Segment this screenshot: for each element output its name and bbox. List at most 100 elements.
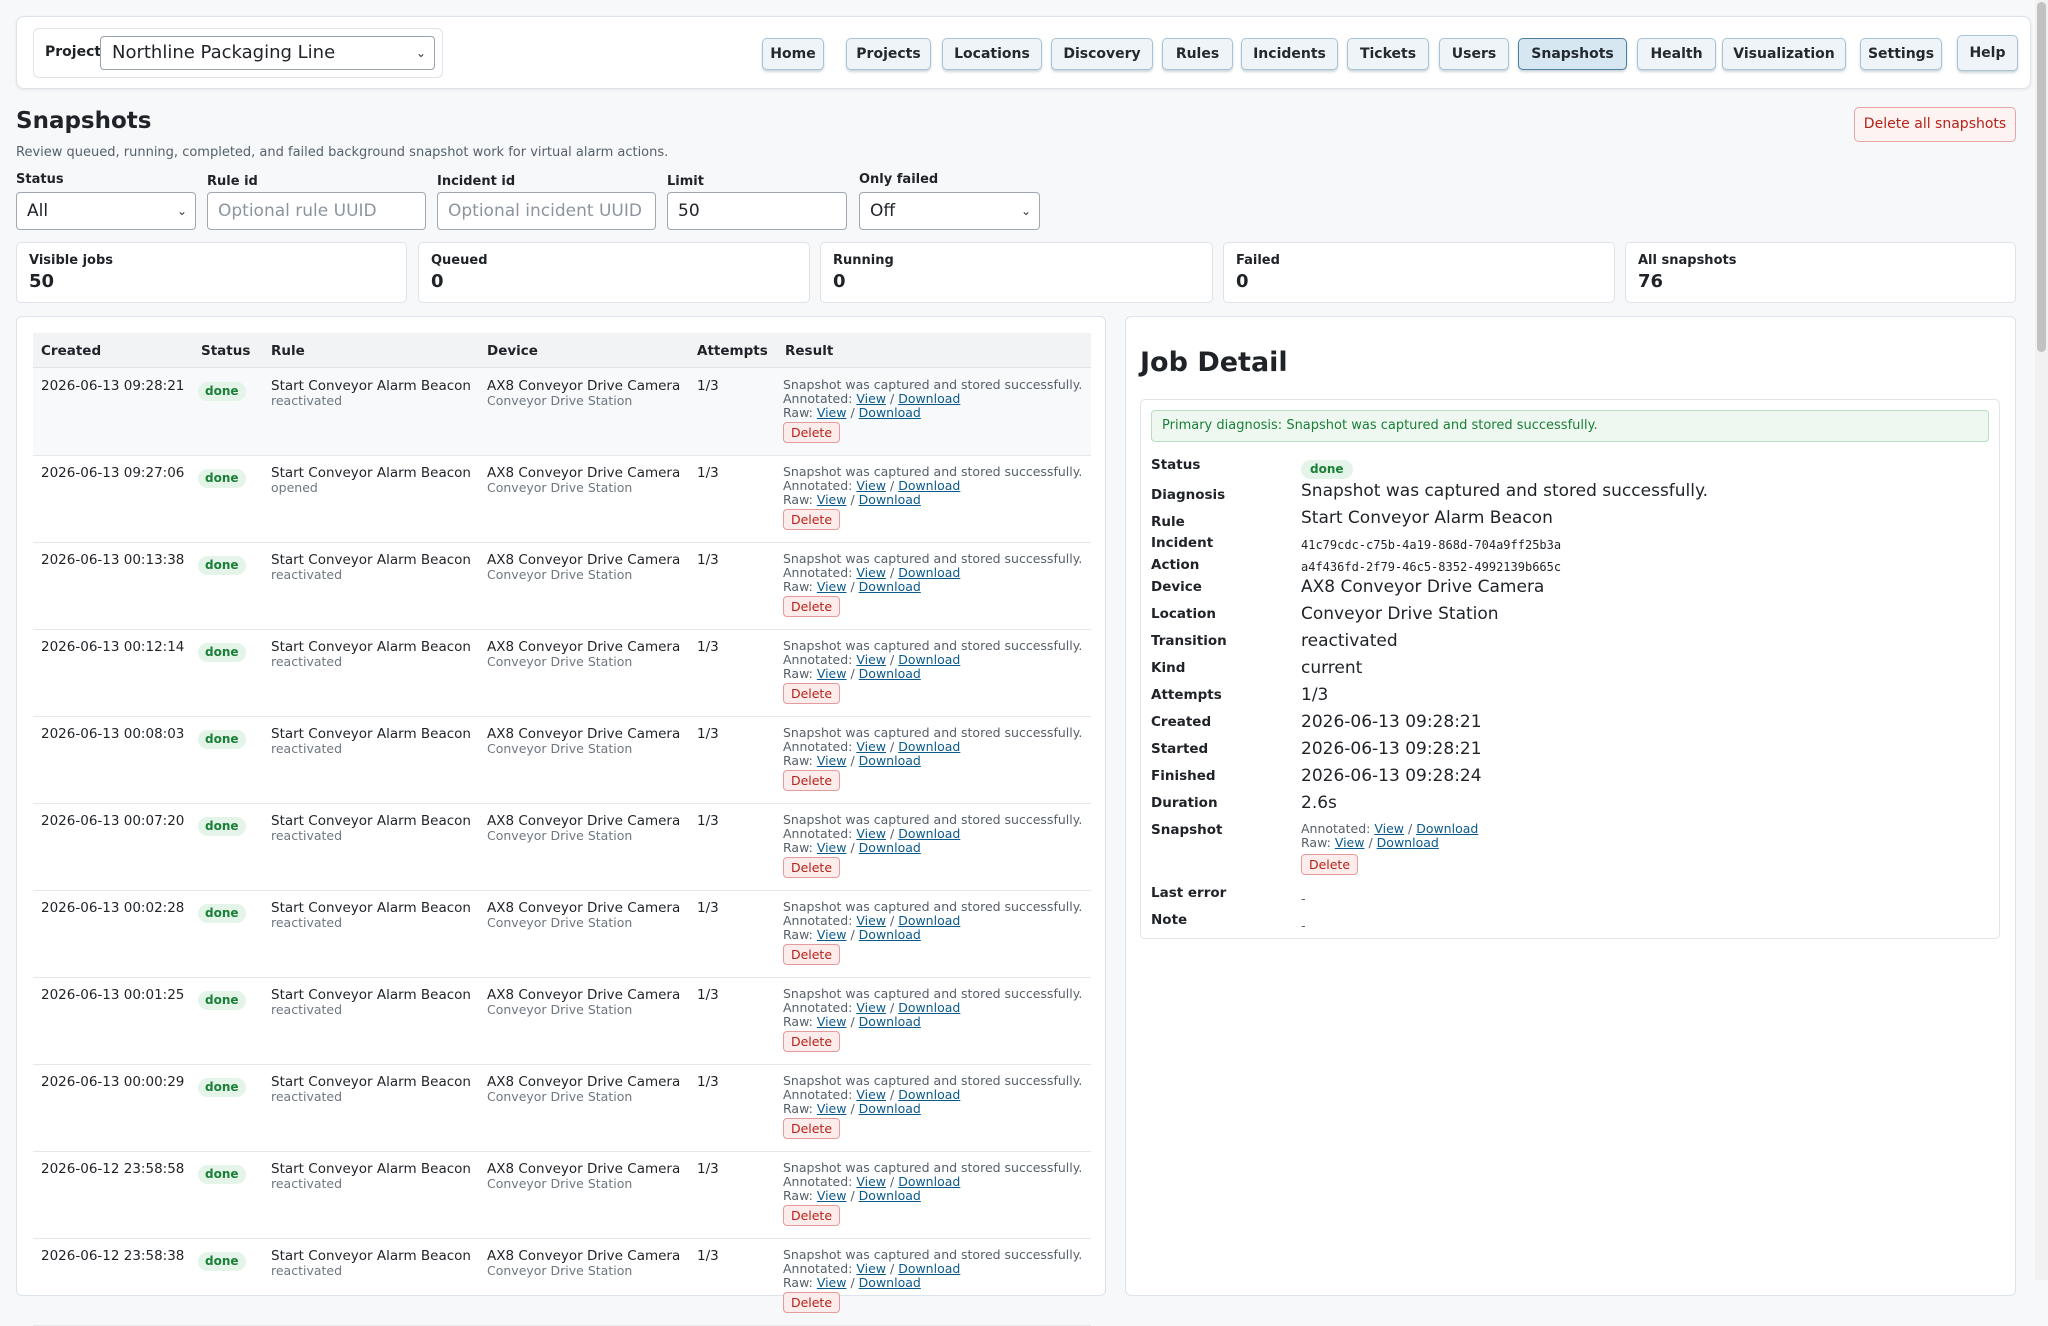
nav-button-incidents[interactable]: Incidents xyxy=(1241,38,1338,70)
table-row[interactable]: 2026-06-13 00:07:20 done Start Conveyor Al… xyxy=(33,803,1091,891)
transition-cell: reactivated xyxy=(271,1002,343,1017)
nav-button-health[interactable]: Health xyxy=(1637,38,1716,70)
delete-button[interactable]: Delete xyxy=(783,944,840,965)
delete-button[interactable]: Delete xyxy=(783,422,840,443)
table-row[interactable]: 2026-06-12 23:58:58 done Start Conveyor Al… xyxy=(33,1151,1091,1239)
raw-download-link[interactable]: Download xyxy=(858,840,921,855)
raw-view-link[interactable]: View xyxy=(816,579,847,594)
raw-view-link[interactable]: View xyxy=(1334,835,1365,850)
nav-button-settings[interactable]: Settings xyxy=(1860,38,1942,70)
delete-button[interactable]: Delete xyxy=(783,1205,840,1226)
status-filter-select[interactable]: All ⌄ xyxy=(16,192,196,230)
delete-button[interactable]: Delete xyxy=(783,1292,840,1313)
annotated-view-link[interactable]: View xyxy=(1374,821,1404,836)
annotated-view-link[interactable]: View xyxy=(856,826,886,841)
raw-view-link[interactable]: View xyxy=(816,753,847,768)
table-row[interactable]: 2026-06-13 00:08:03 done Start Conveyor Al… xyxy=(33,716,1091,804)
annotated-view-link[interactable]: View xyxy=(856,391,886,406)
detail-transition-value: reactivated xyxy=(1301,631,1398,651)
annotated-view-link[interactable]: View xyxy=(856,478,886,493)
raw-view-link[interactable]: View xyxy=(816,405,847,420)
annotated-download-link[interactable]: Download xyxy=(898,1174,961,1189)
annotated-download-link[interactable]: Download xyxy=(898,739,961,754)
rule-id-input[interactable]: Optional rule UUID xyxy=(207,192,426,230)
annotated-view-link[interactable]: View xyxy=(856,565,886,580)
job-detail-title: Job Detail xyxy=(1140,347,1288,378)
nav-button-locations[interactable]: Locations xyxy=(942,38,1042,70)
table-row[interactable]: 2026-06-12 23:58:38 done Start Conveyor Al… xyxy=(33,1238,1091,1326)
raw-download-link[interactable]: Download xyxy=(858,1188,921,1203)
nav-button-snapshots[interactable]: Snapshots xyxy=(1518,38,1627,70)
raw-download-link[interactable]: Download xyxy=(858,1275,921,1290)
delete-button[interactable]: Delete xyxy=(783,857,840,878)
annotated-view-link[interactable]: View xyxy=(856,1261,886,1276)
table-row[interactable]: 2026-06-13 00:02:28 done Start Conveyor Al… xyxy=(33,890,1091,978)
annotated-download-link[interactable]: Download xyxy=(898,826,961,841)
delete-button[interactable]: Delete xyxy=(783,596,840,617)
only-failed-select[interactable]: Off ⌄ xyxy=(859,192,1040,230)
raw-view-link[interactable]: View xyxy=(816,1188,847,1203)
delete-button[interactable]: Delete xyxy=(783,509,840,530)
annotated-download-link[interactable]: Download xyxy=(898,391,961,406)
annotated-download-link[interactable]: Download xyxy=(898,478,961,493)
annotated-download-link[interactable]: Download xyxy=(1416,821,1479,836)
nav-button-rules[interactable]: Rules xyxy=(1162,38,1233,70)
annotated-download-link[interactable]: Download xyxy=(898,565,961,580)
table-row[interactable]: 2026-06-13 00:01:25 done Start Conveyor Al… xyxy=(33,977,1091,1065)
table-row[interactable]: 2026-06-13 00:12:14 done Start Conveyor Al… xyxy=(33,629,1091,717)
raw-view-link[interactable]: View xyxy=(816,1101,847,1116)
raw-download-link[interactable]: Download xyxy=(858,579,921,594)
raw-download-link[interactable]: Download xyxy=(858,1014,921,1029)
raw-view-link[interactable]: View xyxy=(816,1275,847,1290)
raw-view-link[interactable]: View xyxy=(816,927,847,942)
annotated-download-link[interactable]: Download xyxy=(898,913,961,928)
raw-links: Raw: View / Download xyxy=(783,667,1082,681)
raw-download-link[interactable]: Download xyxy=(858,1101,921,1116)
nav-button-projects[interactable]: Projects xyxy=(846,38,931,70)
raw-download-link[interactable]: Download xyxy=(858,753,921,768)
delete-button[interactable]: Delete xyxy=(783,683,840,704)
limit-input[interactable]: 50 xyxy=(667,192,847,230)
annotated-view-link[interactable]: View xyxy=(856,739,886,754)
nav-button-visualization[interactable]: Visualization xyxy=(1722,38,1846,70)
annotated-download-link[interactable]: Download xyxy=(898,1000,961,1015)
delete-button[interactable]: Delete xyxy=(783,1031,840,1052)
nav-button-tickets[interactable]: Tickets xyxy=(1347,38,1429,70)
raw-download-link[interactable]: Download xyxy=(858,927,921,942)
delete-all-snapshots-button[interactable]: Delete all snapshots xyxy=(1854,107,2016,142)
annotated-download-link[interactable]: Download xyxy=(898,1087,961,1102)
nav-button-users[interactable]: Users xyxy=(1439,38,1509,70)
annotated-view-link[interactable]: View xyxy=(856,1087,886,1102)
raw-view-link[interactable]: View xyxy=(816,840,847,855)
nav-button-help[interactable]: Help xyxy=(1957,35,2018,71)
table-row[interactable]: 2026-06-13 09:27:06 done Start Conveyor Al… xyxy=(33,455,1091,543)
project-select[interactable]: Northline Packaging Line ⌄ xyxy=(100,36,435,70)
location-cell: Conveyor Drive Station xyxy=(487,1089,633,1104)
raw-download-link[interactable]: Download xyxy=(858,405,921,420)
annotated-download-link[interactable]: Download xyxy=(898,652,961,667)
incident-id-input[interactable]: Optional incident UUID xyxy=(437,192,656,230)
raw-download-link[interactable]: Download xyxy=(858,492,921,507)
raw-view-link[interactable]: View xyxy=(816,492,847,507)
annotated-view-link[interactable]: View xyxy=(856,1174,886,1189)
nav-button-discovery[interactable]: Discovery xyxy=(1051,38,1153,70)
delete-button[interactable]: Delete xyxy=(1301,854,1358,875)
table-row[interactable]: 2026-06-13 00:00:29 done Start Conveyor Al… xyxy=(33,1064,1091,1152)
page-scrollbar-thumb[interactable] xyxy=(2037,2,2046,352)
raw-view-link[interactable]: View xyxy=(816,666,847,681)
table-row[interactable]: 2026-06-13 09:28:21 done Start Conveyor Al… xyxy=(33,368,1091,456)
attempts-cell: 1/3 xyxy=(697,900,719,916)
annotated-download-link[interactable]: Download xyxy=(898,1261,961,1276)
annotated-view-link[interactable]: View xyxy=(856,1000,886,1015)
delete-button[interactable]: Delete xyxy=(783,1118,840,1139)
raw-view-link[interactable]: View xyxy=(816,1014,847,1029)
status-badge: done xyxy=(198,1165,246,1184)
raw-label: Raw: xyxy=(783,1101,813,1116)
delete-button[interactable]: Delete xyxy=(783,770,840,791)
table-row[interactable]: 2026-06-13 00:13:38 done Start Conveyor Al… xyxy=(33,542,1091,630)
nav-button-home[interactable]: Home xyxy=(762,38,824,70)
annotated-view-link[interactable]: View xyxy=(856,913,886,928)
raw-download-link[interactable]: Download xyxy=(1376,835,1439,850)
raw-download-link[interactable]: Download xyxy=(858,666,921,681)
annotated-view-link[interactable]: View xyxy=(856,652,886,667)
